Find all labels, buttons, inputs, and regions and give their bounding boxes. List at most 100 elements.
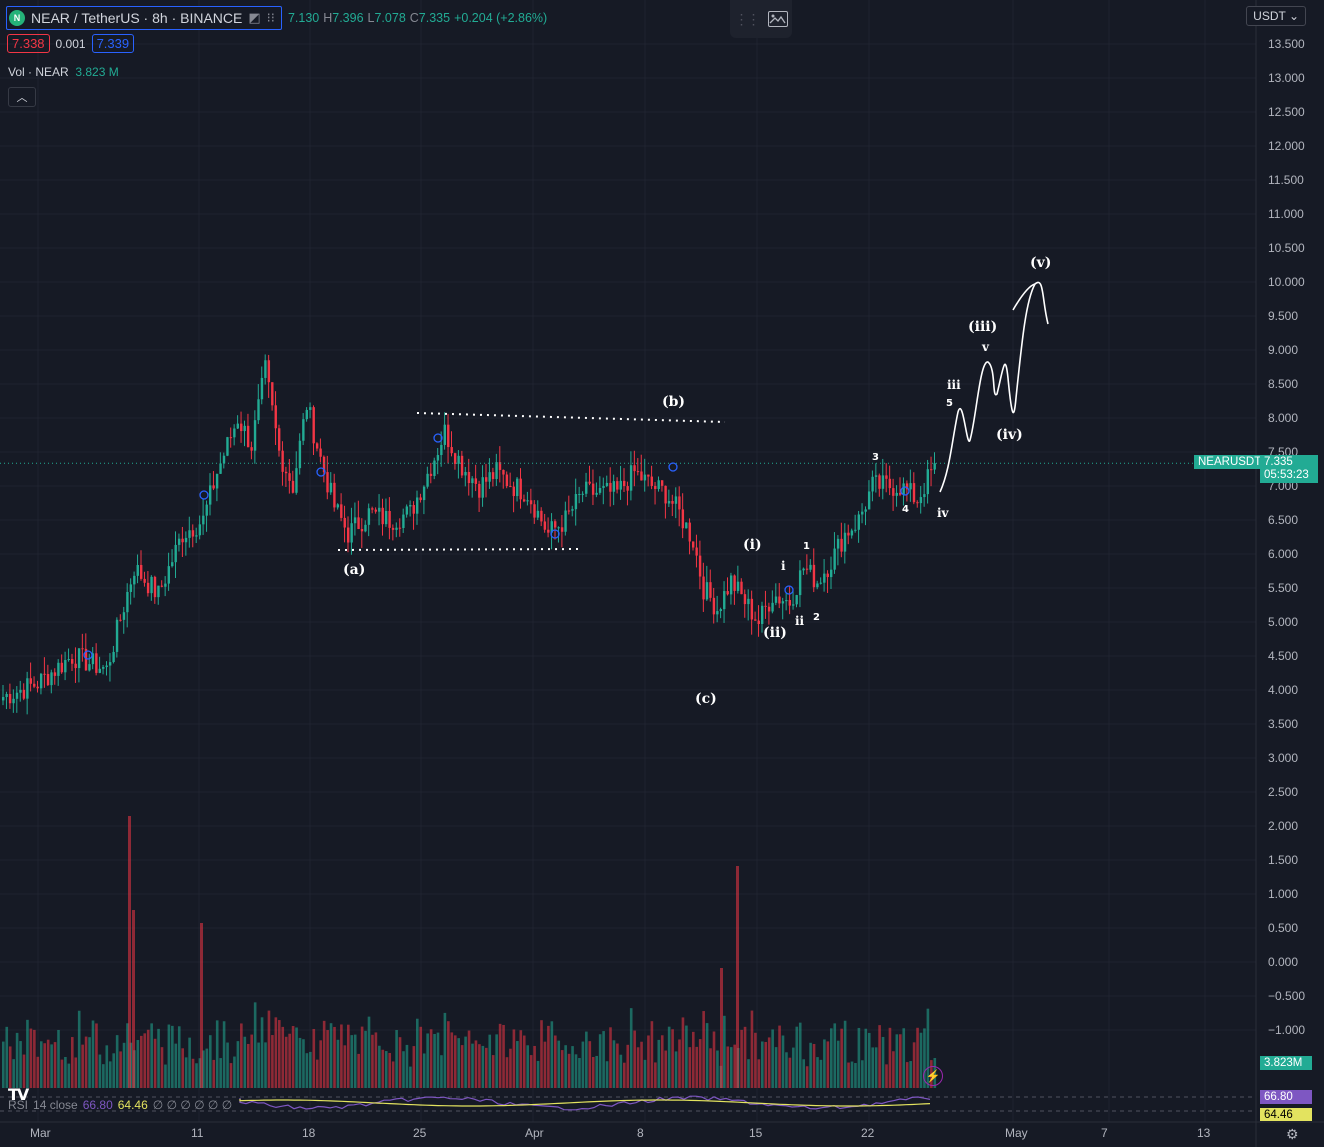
candle-body bbox=[554, 521, 557, 528]
volume-bar bbox=[167, 1024, 171, 1088]
candle-body bbox=[609, 482, 612, 492]
buy-price-button[interactable]: 7.339 bbox=[91, 34, 135, 53]
candle-body bbox=[253, 420, 257, 451]
candle-body bbox=[136, 564, 139, 576]
symbol-price-tag: NEARUSDT bbox=[1194, 455, 1266, 469]
price-tick-label: 12.000 bbox=[1268, 139, 1305, 153]
candle-body bbox=[39, 673, 43, 689]
volume-bar bbox=[419, 1026, 423, 1088]
volume-bar bbox=[919, 1032, 923, 1088]
volume-bar bbox=[305, 1053, 309, 1088]
candle-body bbox=[240, 423, 243, 432]
price-tick-label: 5.500 bbox=[1268, 581, 1299, 595]
candle-body bbox=[705, 582, 709, 600]
volume-bar bbox=[798, 1022, 802, 1088]
candle-body bbox=[557, 527, 560, 529]
candle-body bbox=[412, 505, 415, 514]
volume-bar bbox=[626, 1044, 630, 1088]
volume-bar bbox=[485, 1047, 488, 1088]
candle-body bbox=[867, 491, 871, 510]
candle-body bbox=[636, 471, 640, 473]
signal-marker bbox=[550, 529, 560, 539]
volume-bar bbox=[519, 1030, 523, 1088]
currency-label: USDT bbox=[1253, 9, 1286, 23]
candle-body bbox=[395, 527, 398, 530]
candle-body bbox=[650, 476, 653, 486]
volume-bar bbox=[395, 1030, 398, 1088]
candle-body bbox=[491, 472, 495, 479]
volume-bar bbox=[560, 1050, 564, 1088]
candle-body bbox=[712, 597, 716, 615]
rsi-ma-line bbox=[239, 1099, 931, 1107]
candle-body bbox=[695, 547, 698, 556]
candle-body bbox=[422, 486, 426, 501]
candle-body bbox=[533, 504, 536, 518]
rsi-line bbox=[239, 1095, 931, 1111]
symbol-selector[interactable]: N NEAR / TetherUS · 8h · BINANCE ◩ ⁝⁝ bbox=[6, 6, 282, 30]
volume-bar bbox=[302, 1039, 305, 1088]
candle-body bbox=[95, 653, 98, 673]
volume-bar bbox=[612, 1040, 616, 1088]
volume-bar bbox=[805, 1066, 809, 1088]
volume-bar bbox=[160, 1047, 164, 1088]
candle-body bbox=[429, 473, 433, 476]
volume-bar bbox=[495, 1034, 498, 1088]
volume-bar bbox=[260, 1017, 264, 1088]
candle-body bbox=[188, 530, 191, 538]
volume-bar bbox=[108, 1061, 112, 1088]
volume-bar bbox=[8, 1046, 12, 1088]
lightning-icon[interactable]: ⚡ bbox=[923, 1066, 943, 1086]
volume-bar bbox=[136, 1040, 140, 1088]
collapse-legend-button[interactable]: ︿ bbox=[8, 87, 36, 107]
candle-body bbox=[371, 508, 374, 510]
volume-bar bbox=[781, 1035, 785, 1088]
volume-bar bbox=[761, 1041, 764, 1088]
volume-bar bbox=[516, 1041, 519, 1088]
candle-body bbox=[360, 529, 364, 532]
candle-body bbox=[60, 662, 64, 673]
candle-body bbox=[474, 478, 478, 484]
volume-bar bbox=[695, 1046, 699, 1088]
volume-bar bbox=[502, 1024, 505, 1088]
volume-bar bbox=[771, 1029, 774, 1088]
drag-handle-icon[interactable]: ⋮⋮ bbox=[734, 10, 761, 27]
price-tick-label: −1.000 bbox=[1268, 1023, 1306, 1037]
volume-bar bbox=[574, 1054, 578, 1088]
volume-bar bbox=[505, 1057, 509, 1088]
candle-body bbox=[150, 576, 153, 594]
candle-body bbox=[671, 501, 674, 504]
volume-bar bbox=[177, 1026, 181, 1088]
candle-body bbox=[585, 481, 588, 494]
volume-bar bbox=[33, 1029, 36, 1088]
volume-bar bbox=[81, 1044, 84, 1088]
candle-body bbox=[816, 583, 819, 588]
volume-bar bbox=[809, 1042, 812, 1088]
price-tick-label: 13.000 bbox=[1268, 71, 1305, 85]
time-tick-label: 15 bbox=[749, 1126, 763, 1140]
volume-bar bbox=[578, 1058, 581, 1088]
candle-body bbox=[623, 480, 626, 487]
more-icon[interactable]: ⁝⁝ bbox=[266, 10, 275, 25]
candle-body bbox=[333, 482, 336, 508]
candle-body bbox=[174, 544, 177, 563]
candle-body bbox=[709, 582, 712, 598]
volume-bar bbox=[188, 1037, 191, 1088]
candle-body bbox=[67, 659, 70, 661]
sell-price-button[interactable]: 7.338 bbox=[7, 34, 50, 53]
chevron-up-icon: ︿ bbox=[16, 92, 28, 104]
tag-icon[interactable]: ◩ bbox=[248, 10, 261, 25]
candle-body bbox=[812, 564, 816, 588]
candle-body bbox=[547, 529, 550, 533]
candle-body bbox=[729, 575, 733, 595]
settings-gear-icon[interactable]: ⚙ bbox=[1286, 1126, 1299, 1142]
candle-body bbox=[726, 591, 729, 595]
image-snapshot-icon[interactable] bbox=[767, 11, 788, 27]
currency-selector[interactable]: USDT ⌄ bbox=[1246, 6, 1306, 26]
candle-body bbox=[892, 488, 895, 496]
candle-body bbox=[229, 437, 233, 439]
tradingview-logo[interactable]: TV bbox=[8, 1085, 29, 1104]
candle-body bbox=[284, 471, 288, 474]
volume-bar bbox=[688, 1047, 692, 1088]
price-tick-label: 6.000 bbox=[1268, 547, 1299, 561]
